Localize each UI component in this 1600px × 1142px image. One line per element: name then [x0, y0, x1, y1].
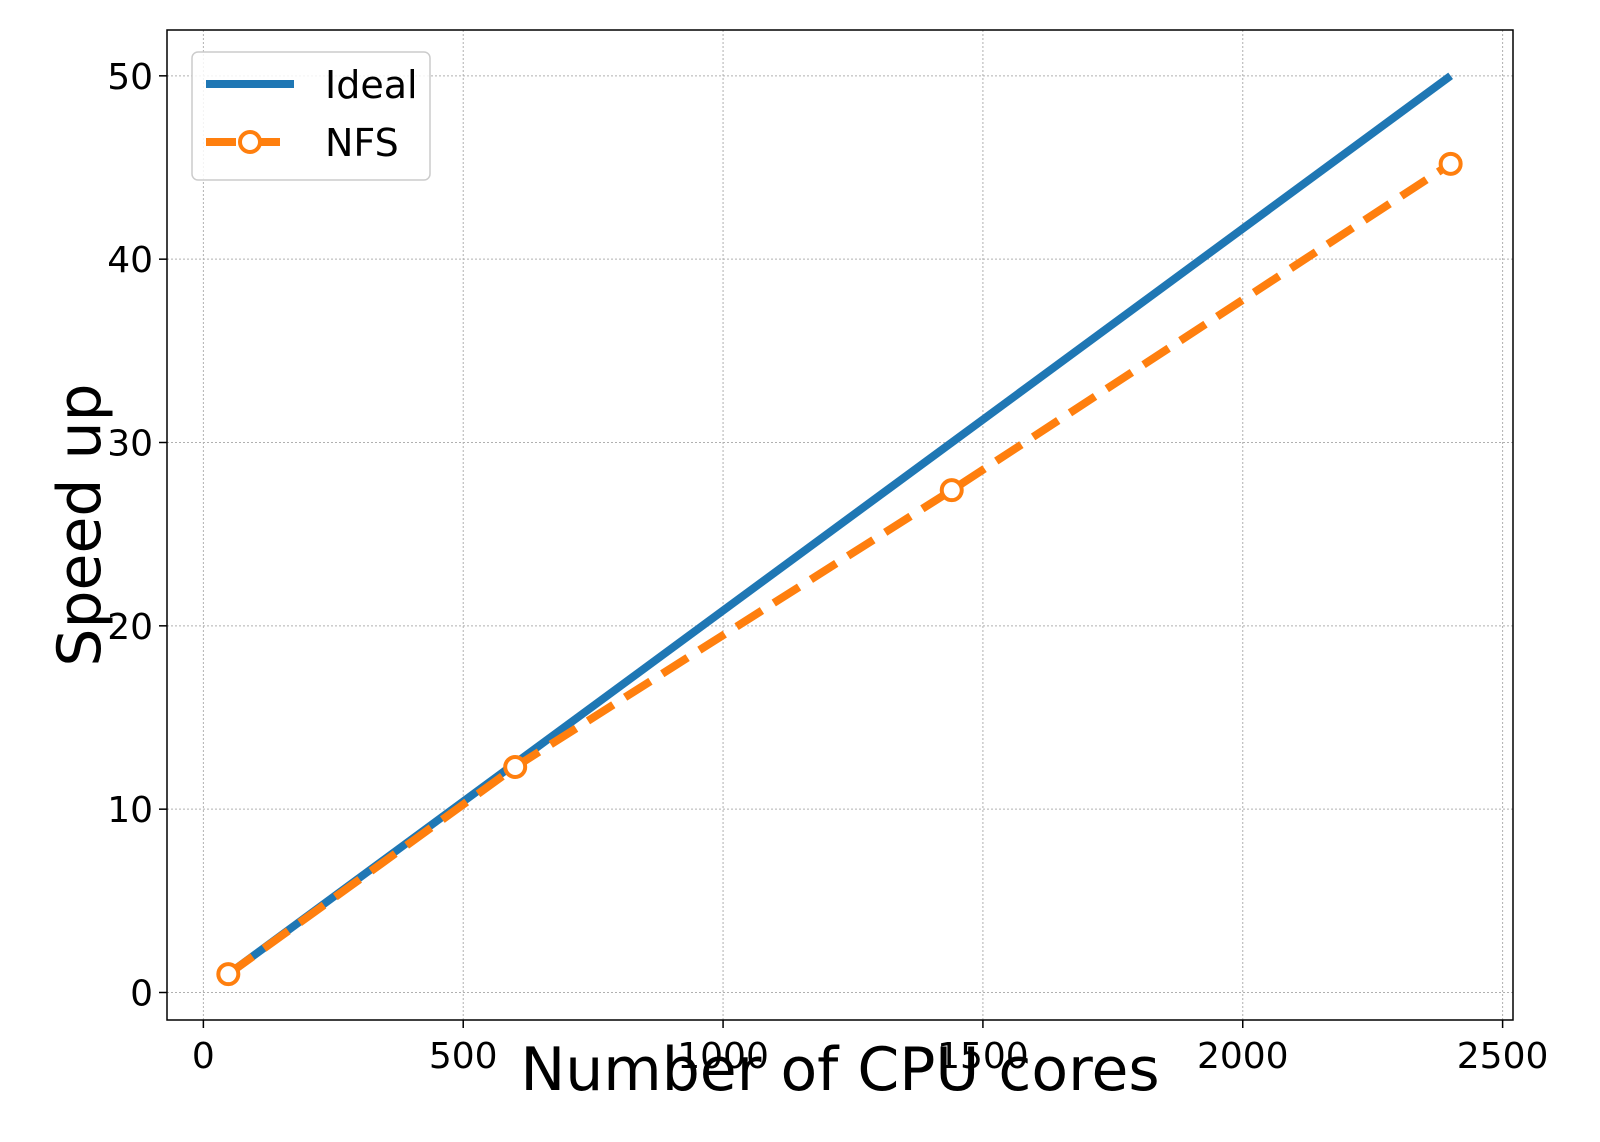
data-point-nfs — [216, 962, 241, 987]
legend-label-nfs: NFS — [325, 121, 399, 165]
x-tick-label: 0 — [192, 1036, 215, 1077]
series-line-ideal — [225, 72, 1454, 978]
x-axis-title: Number of CPU cores — [520, 1035, 1159, 1105]
y-tick-label: 30 — [107, 424, 153, 465]
series-layer — [216, 72, 1463, 987]
y-tick-label: 0 — [130, 974, 153, 1015]
series-line-nfs — [225, 160, 1453, 978]
x-tick-label: 500 — [429, 1036, 498, 1077]
x-tick-label: 1000 — [677, 1036, 769, 1077]
data-point-nfs — [939, 478, 964, 503]
y-axis-title: Speed up — [45, 383, 115, 666]
y-tick-label: 10 — [107, 790, 153, 831]
x-tick-label: 2000 — [1197, 1036, 1289, 1077]
y-tick-label: 20 — [107, 607, 153, 648]
y-tick-label: 40 — [107, 240, 153, 281]
legend: Ideal NFS — [191, 51, 431, 181]
data-point-nfs — [1438, 151, 1463, 176]
tick-layer: 0 500 1000 1500 2000 2500 0 10 20 30 40 50 — [107, 57, 1548, 1077]
plot-frame — [166, 29, 1514, 1021]
y-tick-label: 50 — [107, 57, 153, 98]
legend-marker-nfs — [238, 130, 262, 154]
grid — [167, 30, 1513, 1020]
legend-label-ideal: Ideal — [325, 63, 418, 107]
x-tick-label: 2500 — [1457, 1036, 1549, 1077]
x-tick-label: 1500 — [937, 1036, 1029, 1077]
data-point-nfs — [503, 755, 528, 779]
